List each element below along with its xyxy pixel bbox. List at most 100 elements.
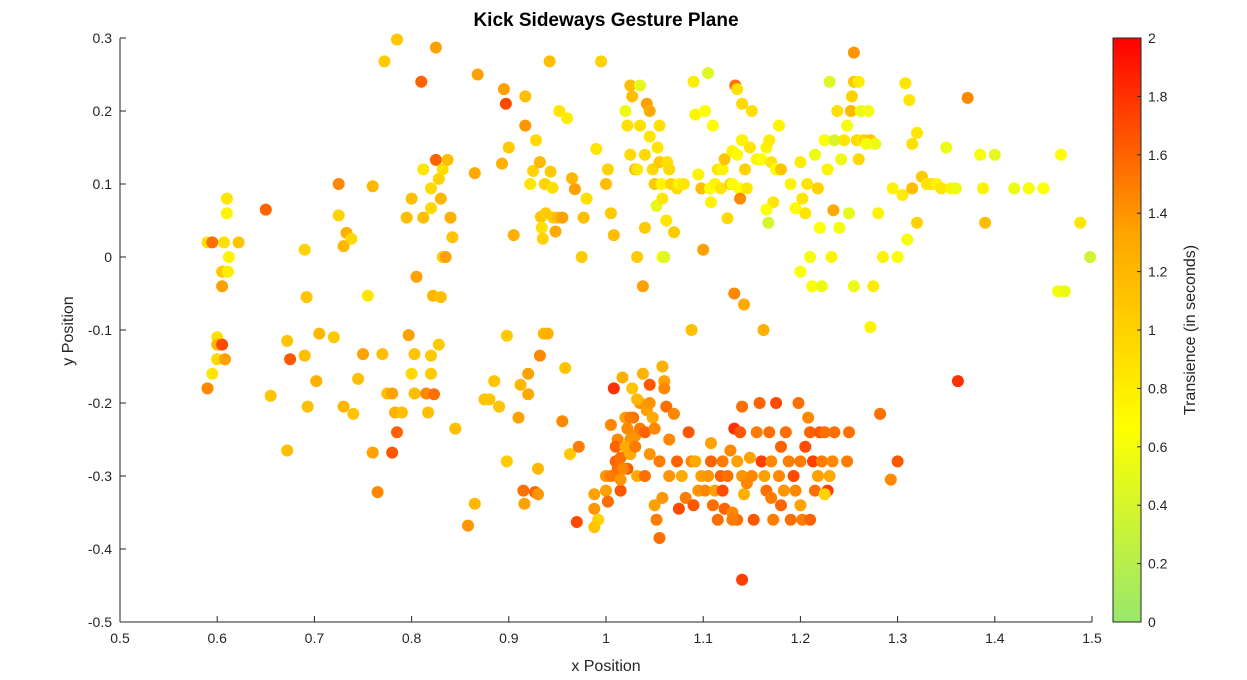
data-point (784, 513, 797, 526)
data-point (736, 134, 749, 147)
data-point (906, 182, 919, 195)
data-point (672, 502, 685, 515)
data-point (493, 400, 506, 413)
data-point (590, 143, 603, 155)
data-point (731, 455, 744, 468)
data-point (546, 181, 559, 194)
data-point (468, 167, 481, 180)
data-point (1054, 148, 1067, 161)
data-point (281, 444, 294, 457)
data-point (391, 33, 403, 46)
data-point (519, 90, 532, 103)
data-point (298, 243, 311, 256)
x-tick-label: 0.6 (207, 630, 227, 646)
data-point (588, 521, 601, 534)
data-point (1008, 182, 1021, 195)
data-point (638, 426, 651, 439)
data-point (376, 348, 389, 361)
x-tick-label: 1.1 (693, 630, 713, 646)
data-point (468, 497, 481, 510)
data-point (281, 334, 294, 347)
data-point (663, 163, 676, 176)
data-point (775, 499, 787, 512)
data-point (332, 178, 345, 190)
data-point (408, 348, 421, 361)
data-point (743, 451, 756, 464)
data-point (221, 265, 234, 278)
data-point (616, 371, 629, 384)
data-point (677, 178, 690, 190)
data-point (216, 280, 229, 293)
data-point (631, 163, 644, 176)
chart-title: Kick Sideways Gesture Plane (473, 10, 738, 31)
data-point (724, 444, 737, 457)
data-point (864, 321, 877, 334)
data-point (553, 105, 566, 117)
data-point (818, 134, 831, 147)
data-point (765, 491, 778, 504)
data-point (488, 375, 501, 388)
data-point (726, 513, 739, 526)
data-point (899, 77, 912, 90)
data-point (1084, 251, 1097, 263)
data-point (400, 211, 413, 224)
data-point (352, 372, 365, 385)
data-point (825, 251, 838, 263)
data-point (497, 83, 510, 96)
data-point (530, 134, 542, 147)
data-point (775, 440, 787, 453)
data-point (815, 280, 828, 293)
data-point (828, 426, 841, 439)
data-point (471, 68, 484, 81)
data-point (843, 426, 855, 439)
data-point (425, 367, 437, 380)
data-point (614, 451, 627, 464)
data-point (847, 46, 860, 59)
data-point (218, 236, 230, 249)
data-point (300, 291, 313, 304)
data-point (826, 455, 839, 468)
data-point (734, 192, 747, 205)
data-point (327, 331, 340, 344)
data-point (643, 397, 656, 409)
colorbar: 0 0.2 0.4 0.6 0.8 1 1.2 1.4 1.6 1.8 2 (1112, 30, 1168, 630)
data-point (624, 148, 637, 161)
data-point (977, 182, 990, 195)
data-point (496, 157, 508, 170)
data-point (347, 407, 360, 420)
colorbar-tick-label: 0.2 (1148, 556, 1168, 572)
data-point (643, 448, 656, 461)
data-point (818, 426, 831, 439)
data-point (259, 203, 272, 216)
data-point (935, 182, 948, 195)
data-point (532, 462, 544, 475)
x-tick-label: 1.4 (985, 630, 1005, 646)
data-point (765, 455, 778, 468)
data-point (1037, 182, 1050, 195)
data-point (600, 178, 612, 190)
data-point (345, 232, 358, 245)
data-point (951, 375, 964, 388)
data-point (483, 393, 496, 406)
data-point (734, 426, 747, 439)
y-tick-label: -0.4 (88, 541, 112, 557)
data-point (658, 251, 671, 263)
data-point (794, 156, 807, 169)
data-point (811, 470, 824, 482)
data-point (636, 367, 649, 380)
colorbar-tick-label: 1.6 (1148, 147, 1168, 163)
data-point (721, 470, 734, 482)
x-tick-label: 0.5 (110, 630, 130, 646)
data-point (755, 153, 768, 166)
y-tick-label: -0.3 (88, 468, 112, 484)
data-point (216, 338, 229, 351)
data-point (533, 349, 546, 362)
data-point (818, 488, 831, 501)
data-point (763, 134, 776, 147)
data-point (794, 499, 807, 512)
data-point (755, 455, 768, 468)
data-point (405, 192, 418, 205)
data-point (974, 148, 987, 161)
data-point (441, 153, 454, 166)
